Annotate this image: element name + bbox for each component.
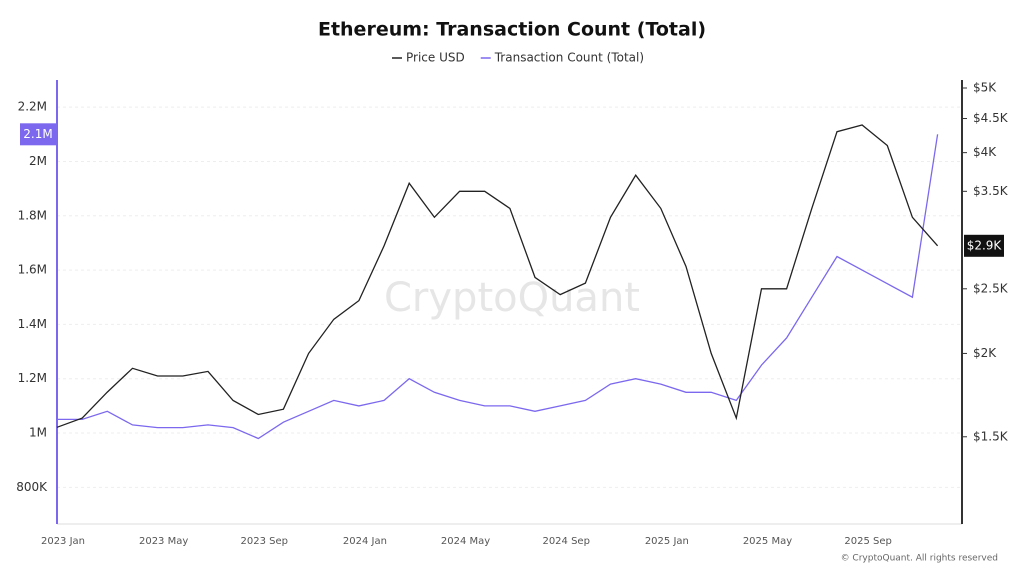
footer: © CryptoQuant. All rights reserved bbox=[841, 554, 998, 564]
x-tick-label: 2024 Sep bbox=[542, 536, 589, 547]
chart-title: Ethereum: Transaction Count (Total) bbox=[318, 19, 706, 41]
y2-tick-label: $4.5K bbox=[973, 111, 1009, 125]
y-tick-label: 800K bbox=[16, 480, 48, 494]
y-tick-label: 2M bbox=[29, 154, 47, 168]
current-value-label: 2.1M bbox=[23, 127, 52, 141]
y-tick-label: 1.2M bbox=[18, 371, 47, 385]
y2-tick-label: $1.5K bbox=[973, 429, 1009, 443]
y-tick-label: 1.4M bbox=[18, 317, 47, 331]
current-value-tag bbox=[964, 234, 1004, 257]
y2-tick-label: $5K bbox=[973, 80, 997, 94]
x-tick-label: 2023 Jan bbox=[41, 536, 85, 547]
x-tick-label: 2025 Jan bbox=[645, 536, 689, 547]
legend-label: Transaction Count (Total) bbox=[494, 51, 644, 65]
legend-label: Price USD bbox=[406, 51, 465, 65]
y2-tick-label: $2K bbox=[973, 346, 997, 360]
series-line bbox=[57, 134, 939, 440]
x-tick-label: 2024 Jan bbox=[343, 536, 387, 547]
x-tick-label: 2024 May bbox=[441, 536, 490, 547]
current-value-tag bbox=[20, 123, 56, 146]
y-tick-label: 1M bbox=[29, 426, 47, 440]
x-tick-label: 2023 Sep bbox=[241, 536, 288, 547]
y-tick-label: 1.8M bbox=[18, 208, 47, 222]
current-value-label: $2.9K bbox=[967, 238, 1003, 252]
y-tick-label: 1.6M bbox=[18, 263, 47, 277]
watermark: CryptoQuant bbox=[384, 275, 640, 321]
y2-tick-label: $3.5K bbox=[973, 184, 1009, 198]
x-tick-label: 2025 May bbox=[743, 536, 792, 547]
y-tick-label: 2.2M bbox=[18, 100, 47, 114]
series-line bbox=[56, 124, 939, 428]
y2-tick-label: $2.5K bbox=[973, 281, 1009, 295]
x-tick-label: 2025 Sep bbox=[844, 536, 891, 547]
x-tick-label: 2023 May bbox=[139, 536, 188, 547]
y2-tick-label: $4K bbox=[973, 145, 997, 159]
